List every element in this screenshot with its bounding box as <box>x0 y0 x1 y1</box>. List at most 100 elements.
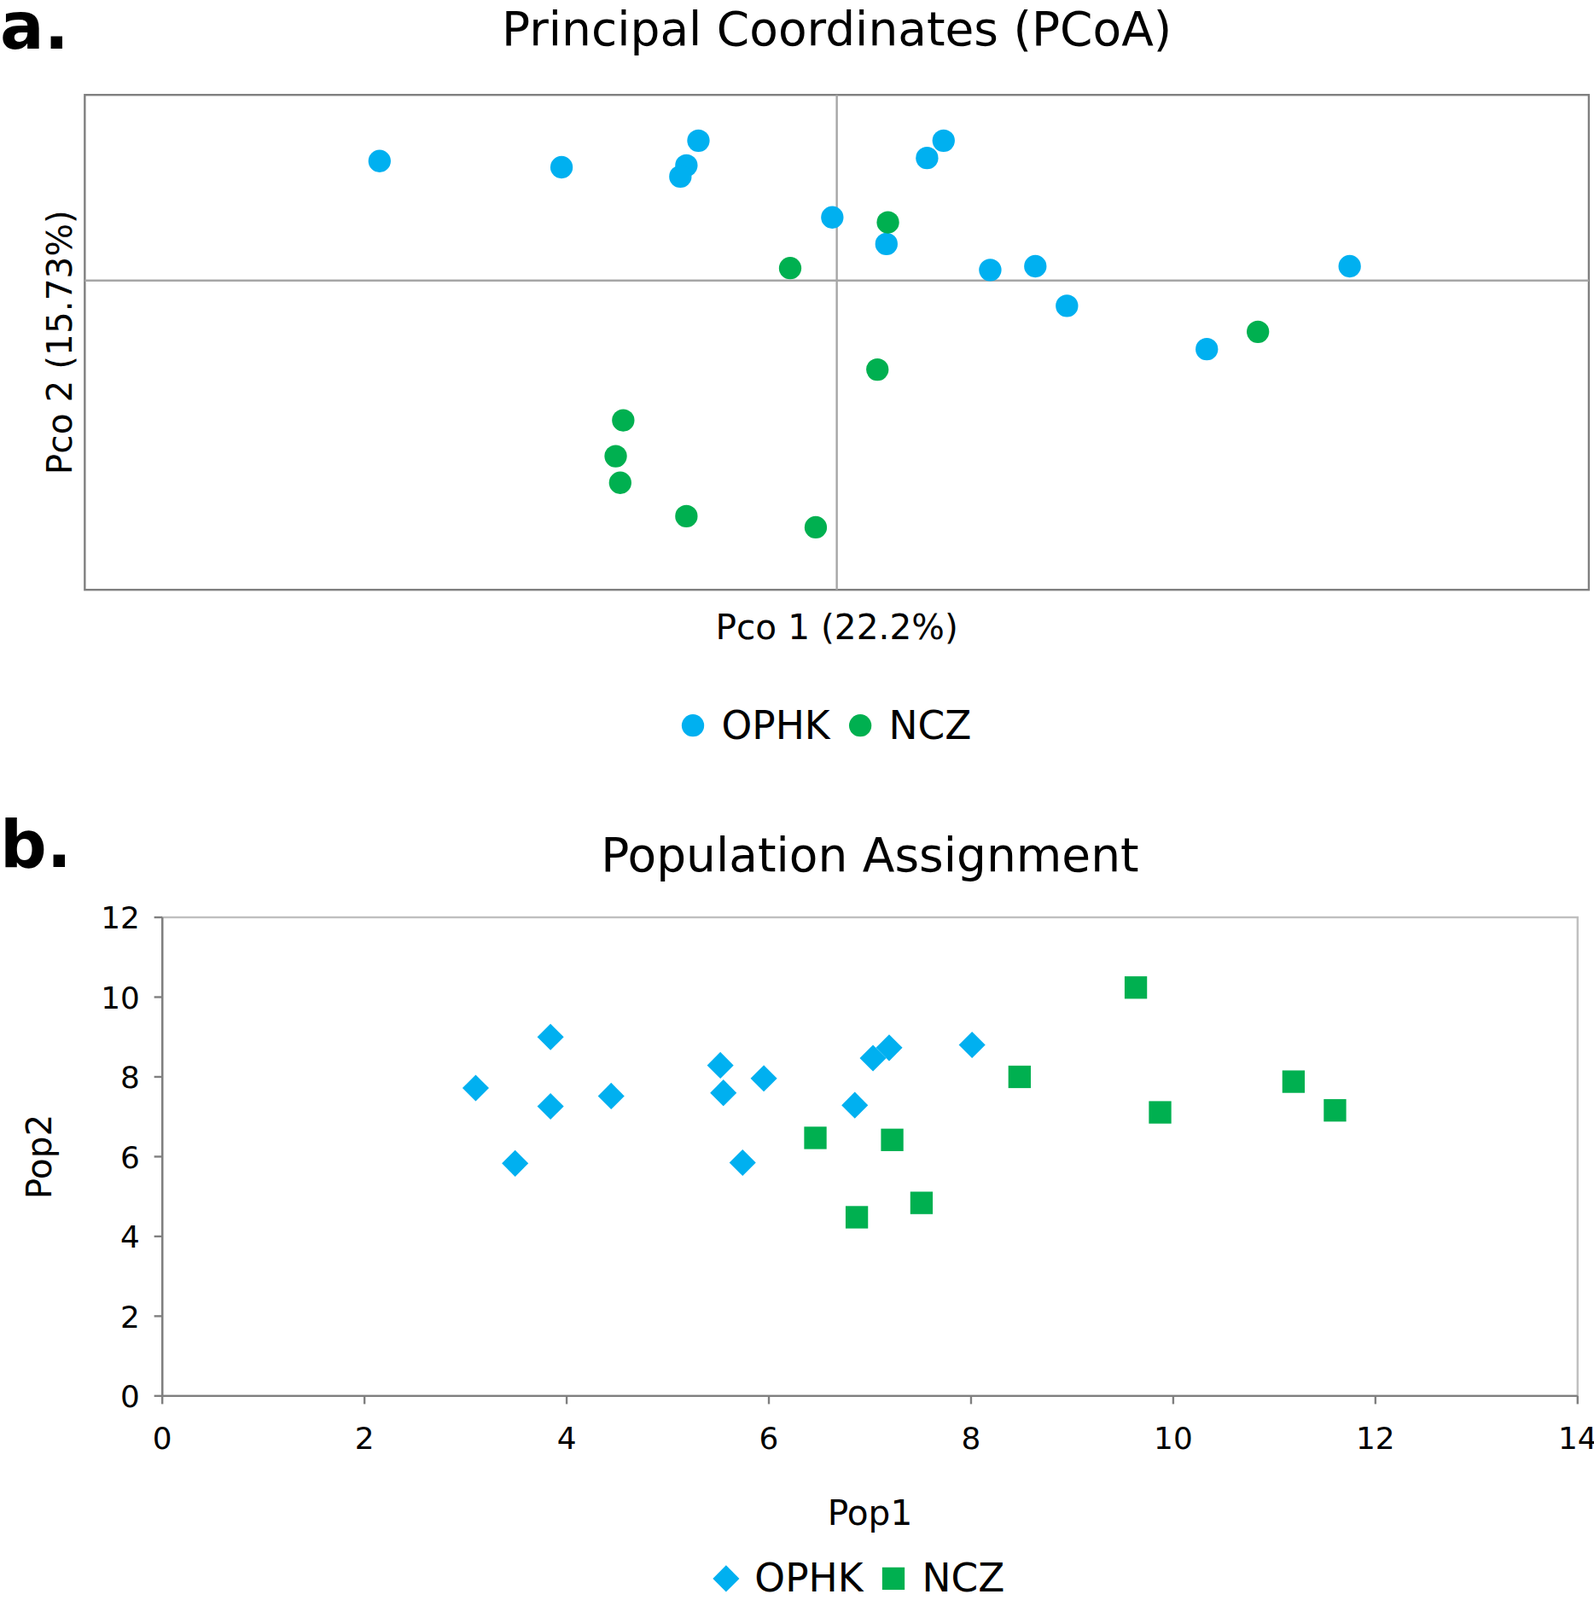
y-tick <box>154 916 163 919</box>
legend-marker <box>849 714 872 737</box>
point <box>729 1149 757 1176</box>
point <box>609 471 632 495</box>
x-tick-label: 0 <box>152 1420 173 1456</box>
x-axis-label: Pco 1 (22.2%) <box>715 606 959 648</box>
x-tick <box>970 1396 972 1405</box>
legend-marker <box>882 1567 905 1590</box>
point <box>910 1191 933 1214</box>
point <box>550 156 573 179</box>
plot-frame <box>84 94 1589 590</box>
point <box>779 256 802 280</box>
y-axis-label: Pop2 <box>18 1114 60 1200</box>
panel-label: a. <box>0 0 70 64</box>
point <box>880 1128 903 1152</box>
y-tick-label: 8 <box>120 1059 140 1095</box>
point <box>1323 1099 1346 1122</box>
point <box>462 1074 489 1101</box>
y-tick <box>154 1155 163 1158</box>
point <box>804 516 827 539</box>
point <box>1023 255 1047 278</box>
point <box>707 1052 734 1079</box>
point <box>820 206 844 229</box>
point <box>709 1079 737 1106</box>
point <box>750 1064 778 1092</box>
y-tick <box>154 1314 163 1317</box>
point <box>1008 1065 1031 1088</box>
x-tick-label: 14 <box>1558 1420 1594 1456</box>
point <box>669 165 692 188</box>
point <box>537 1023 565 1051</box>
x-tick <box>767 1396 770 1405</box>
y-axis <box>161 917 163 1397</box>
legend-marker <box>681 714 704 737</box>
points <box>462 976 1347 1229</box>
legend-label: NCZ <box>889 703 972 749</box>
legend-label: OPHK <box>721 703 832 749</box>
y-tick-label: 10 <box>100 980 140 1016</box>
point <box>915 146 938 169</box>
point <box>368 150 391 173</box>
point <box>959 1031 986 1059</box>
x-tick <box>161 1396 163 1405</box>
x-tick <box>363 1396 366 1405</box>
point <box>875 232 898 256</box>
point <box>866 358 889 381</box>
y-tick-label: 4 <box>120 1219 140 1255</box>
chart-title: Population Assignment <box>600 827 1139 883</box>
x-tick <box>565 1396 568 1405</box>
chart-title: Principal Coordinates (PCoA) <box>501 1 1172 57</box>
point <box>598 1082 625 1110</box>
y-tick <box>154 1395 163 1397</box>
point <box>1195 337 1218 361</box>
x-tick-label: 2 <box>354 1420 375 1456</box>
x-tick <box>1172 1396 1175 1405</box>
y-tick-label: 6 <box>120 1140 140 1176</box>
point <box>876 210 899 233</box>
y-tick-label: 2 <box>120 1299 140 1335</box>
figure: a. Principal Coordinates (PCoA) Pco 1 (22.… <box>0 0 1594 1600</box>
y-tick-label: 12 <box>100 900 140 936</box>
point <box>841 1092 868 1119</box>
y-tick <box>154 1235 163 1238</box>
y-tick-label: 0 <box>120 1378 140 1414</box>
zero-line <box>84 279 1589 281</box>
point <box>537 1093 565 1120</box>
point <box>604 444 627 467</box>
point <box>686 129 710 152</box>
x-axis <box>162 1395 1578 1397</box>
point <box>611 408 635 431</box>
point <box>1246 320 1269 344</box>
point <box>1124 976 1147 999</box>
y-tick <box>154 1076 163 1078</box>
point <box>1055 294 1078 317</box>
legend: OPHK NCZ <box>712 1555 1005 1600</box>
point <box>845 1205 868 1228</box>
zero-line <box>835 94 838 590</box>
point <box>978 258 1001 281</box>
legend-label: OPHK <box>754 1555 864 1600</box>
legend: OPHK NCZ <box>681 703 972 749</box>
point <box>1148 1100 1171 1123</box>
x-axis-label: Pop1 <box>827 1492 914 1534</box>
y-axis-label: Pco 2 (15.73%) <box>39 209 81 475</box>
panel-label: b. <box>0 806 72 883</box>
x-tick-label: 10 <box>1153 1420 1193 1456</box>
x-tick-label: 8 <box>961 1420 982 1456</box>
points <box>368 129 1362 539</box>
point <box>803 1126 827 1149</box>
x-tick-label: 4 <box>557 1420 577 1456</box>
x-tick-label: 12 <box>1355 1420 1396 1456</box>
plot-frame <box>162 917 1578 1397</box>
x-tick <box>1374 1396 1377 1405</box>
legend-marker <box>712 1564 739 1592</box>
x-tick-label: 6 <box>759 1420 780 1456</box>
y-tick <box>154 995 163 998</box>
point <box>932 129 955 152</box>
point <box>501 1150 529 1177</box>
point <box>674 505 698 528</box>
legend-label: NCZ <box>921 1555 1005 1600</box>
point <box>1282 1070 1305 1093</box>
x-tick <box>1576 1396 1579 1405</box>
point <box>1338 255 1362 278</box>
point <box>875 1034 902 1061</box>
